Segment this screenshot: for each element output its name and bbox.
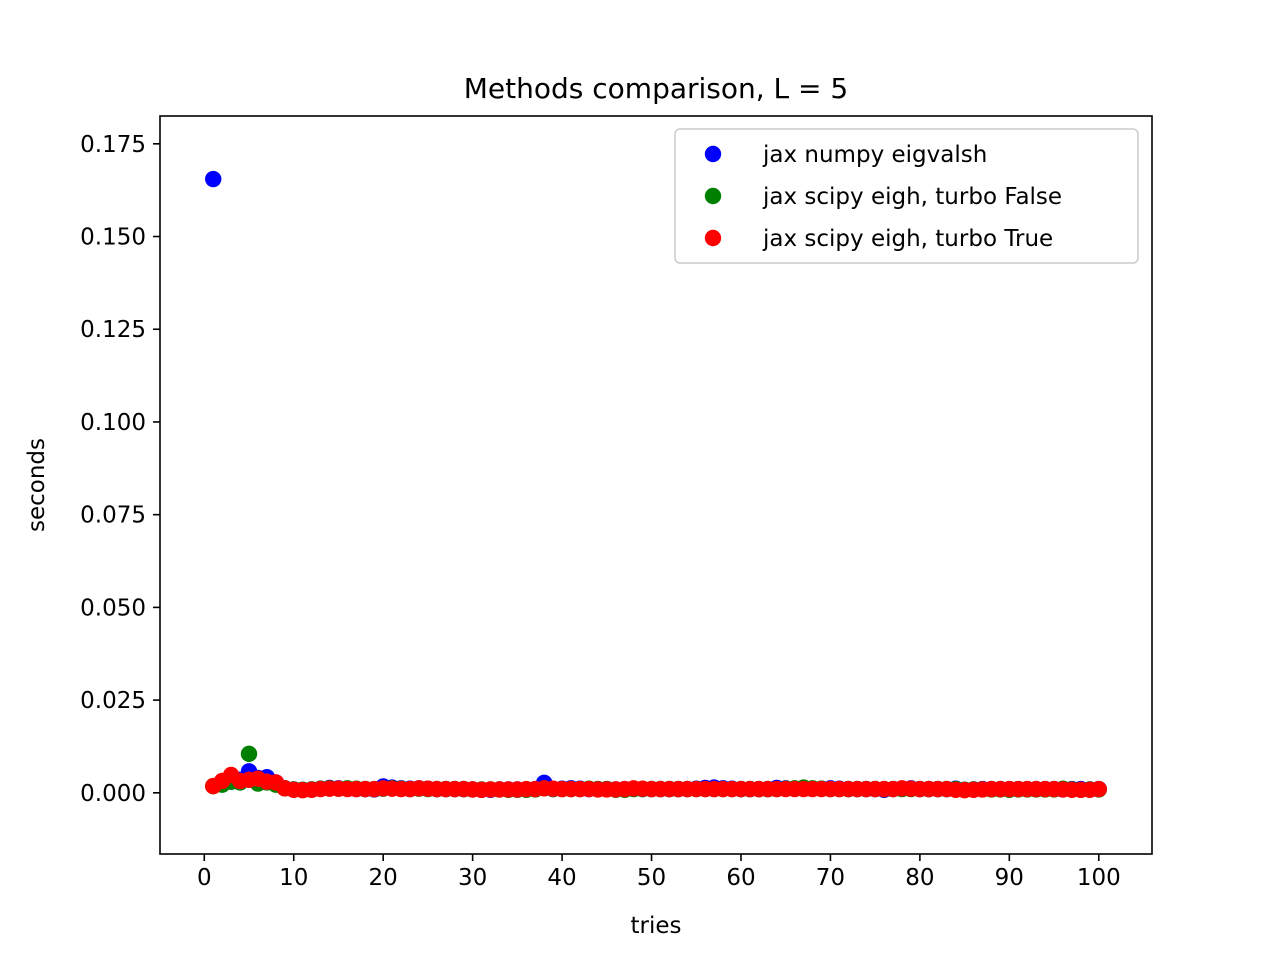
chart-title: Methods comparison, L = 5: [464, 72, 848, 105]
x-tick-label: 0: [197, 865, 212, 891]
legend-label: jax scipy eigh, turbo True: [762, 226, 1053, 252]
data-point: [1090, 780, 1107, 798]
legend-marker: [704, 229, 722, 247]
y-tick-label: 0.100: [80, 410, 146, 436]
series-2: [205, 766, 1107, 799]
y-tick-label: 0.000: [80, 781, 146, 807]
legend-label: jax numpy eigvalsh: [762, 142, 987, 168]
series-0: [205, 170, 1107, 799]
y-tick-label: 0.125: [80, 317, 146, 343]
y-axis-label: seconds: [24, 438, 50, 532]
y-tick-label: 0.075: [80, 503, 146, 529]
data-point: [240, 745, 258, 763]
y-tick-label: 0.025: [80, 688, 146, 714]
legend-label: jax scipy eigh, turbo False: [762, 184, 1062, 210]
x-tick-label: 80: [905, 865, 934, 891]
x-tick-label: 50: [637, 865, 666, 891]
legend-frame: [674, 128, 1139, 264]
x-axis-label: tries: [631, 913, 682, 939]
data-points: [205, 170, 1107, 799]
x-tick-label: 10: [279, 865, 308, 891]
x-tick-label: 90: [995, 865, 1024, 891]
y-axis-ticks: 0.000 0.025 0.050 0.075 0.100 0.125 0.150 0.175: [80, 132, 160, 807]
x-tick-label: 20: [369, 865, 398, 891]
x-tick-label: 60: [726, 865, 755, 891]
legend-marker: [704, 145, 722, 163]
x-tick-label: 70: [816, 865, 845, 891]
y-tick-label: 0.150: [80, 225, 146, 251]
x-tick-label: 30: [458, 865, 487, 891]
x-axis-ticks: 0 10 20 30 40 50 60 70 80 90 100: [197, 854, 1121, 891]
x-tick-label: 100: [1077, 865, 1121, 891]
y-tick-label: 0.050: [80, 595, 146, 621]
data-point: [205, 170, 222, 188]
y-tick-label: 0.175: [80, 132, 146, 158]
legend-marker: [704, 187, 722, 205]
plot-frame: [159, 115, 1153, 855]
legend: jax numpy eigvalsh jax scipy eigh, turbo …: [674, 128, 1139, 264]
x-tick-label: 40: [547, 865, 576, 891]
